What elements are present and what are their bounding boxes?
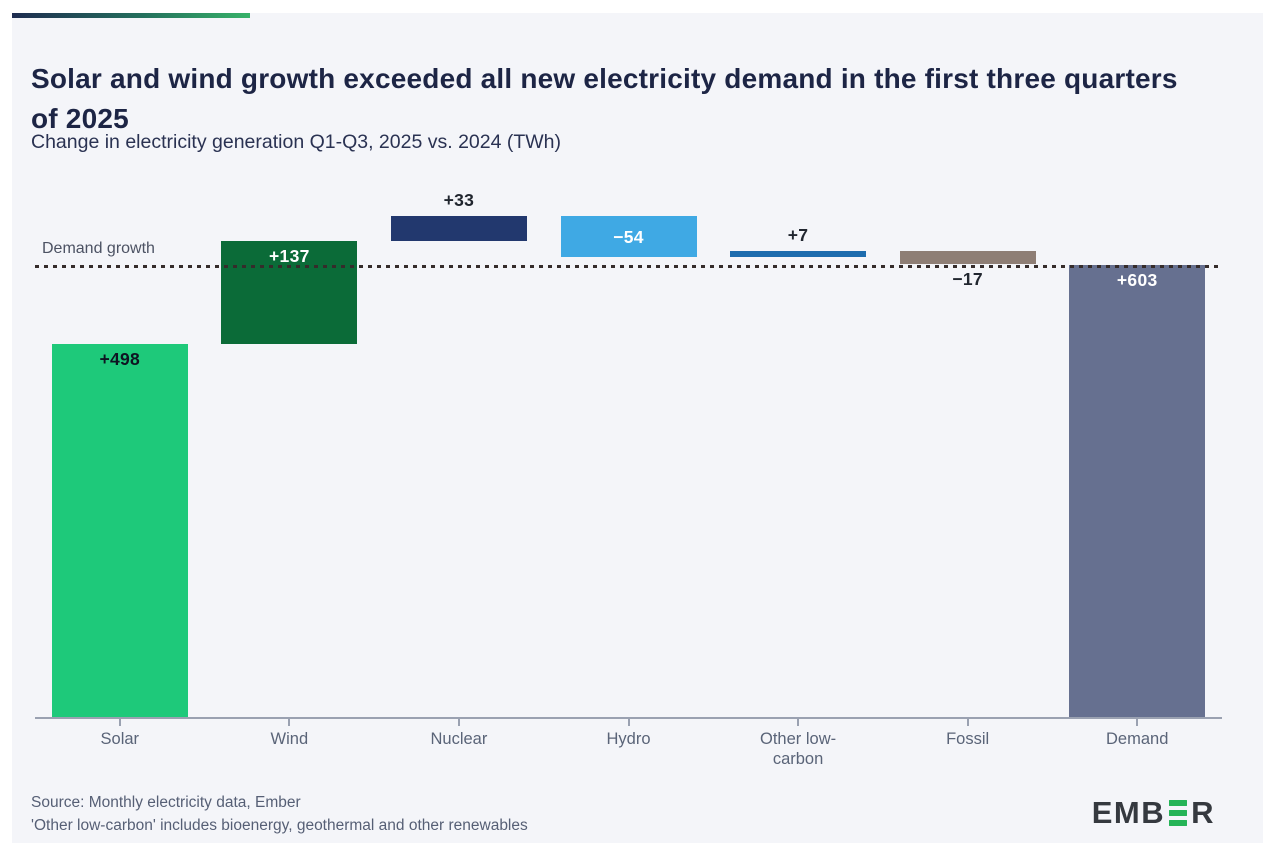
bar-value-label-hydro: −54 <box>613 227 644 248</box>
bar-hydro <box>560 216 697 257</box>
bar-other-low-carbon <box>730 251 867 257</box>
axis-tick-wind <box>288 719 291 726</box>
chart-card: Solar and wind growth exceeded all new e… <box>12 13 1263 843</box>
waterfall-chart: Demand growth +498 Solar +137 Wind +33 Nuclea… <box>35 180 1222 780</box>
chart-subtitle: Change in electricity generation Q1-Q3, … <box>31 131 562 153</box>
category-label-other-low-carbon: Other low-carbon <box>760 730 837 768</box>
bar-value-label-fossil: −17 <box>952 269 983 289</box>
source-line-2: 'Other low-carbon' includes bioenergy, g… <box>31 817 528 834</box>
bar-value-label-wind: +137 <box>269 245 310 266</box>
plot-area: Demand growth +498 Solar +137 Wind +33 Nuclea… <box>35 180 1222 780</box>
chart-title: Solar and wind growth exceeded all new e… <box>31 62 1178 134</box>
category-label-fossil: Fossil <box>946 730 990 748</box>
bar-value-label-solar: +498 <box>99 348 141 369</box>
category-label-demand: Demand <box>1106 730 1169 748</box>
axis-tick-hydro <box>627 719 630 726</box>
logo-text-left: EMB <box>1091 795 1166 830</box>
category-label-wind: Wind <box>270 730 309 748</box>
axis-tick-other-low-carbon <box>797 719 800 726</box>
logo-e-bars-icon <box>1169 798 1188 828</box>
bar-wind <box>221 240 358 344</box>
source-note: Source: Monthly electricity data, Ember … <box>31 791 528 837</box>
x-axis-line <box>35 717 1222 719</box>
demand-growth-reference-line <box>35 265 1222 268</box>
bar-value-label-nuclear: +33 <box>443 190 475 210</box>
axis-tick-nuclear <box>457 719 460 726</box>
ember-logo: EMB R <box>1092 795 1215 831</box>
demand-growth-label: Demand growth <box>42 240 155 257</box>
bar-demand <box>1069 264 1206 717</box>
category-label-hydro: Hydro <box>606 730 651 748</box>
bar-solar <box>51 343 188 717</box>
category-label-nuclear: Nuclear <box>430 730 488 748</box>
category-label-solar: Solar <box>100 730 140 748</box>
bar-value-label-demand: +603 <box>1116 269 1158 290</box>
bar-fossil <box>899 251 1036 264</box>
bar-nuclear <box>390 216 527 241</box>
logo-text-right: R <box>1191 795 1215 830</box>
brand-gradient-strip <box>12 13 250 18</box>
axis-tick-demand <box>1136 719 1139 726</box>
axis-tick-fossil <box>966 719 969 726</box>
source-line-1: Source: Monthly electricity data, Ember <box>31 794 301 811</box>
axis-tick-solar <box>118 719 121 726</box>
bar-value-label-other-low-carbon: +7 <box>787 225 809 246</box>
